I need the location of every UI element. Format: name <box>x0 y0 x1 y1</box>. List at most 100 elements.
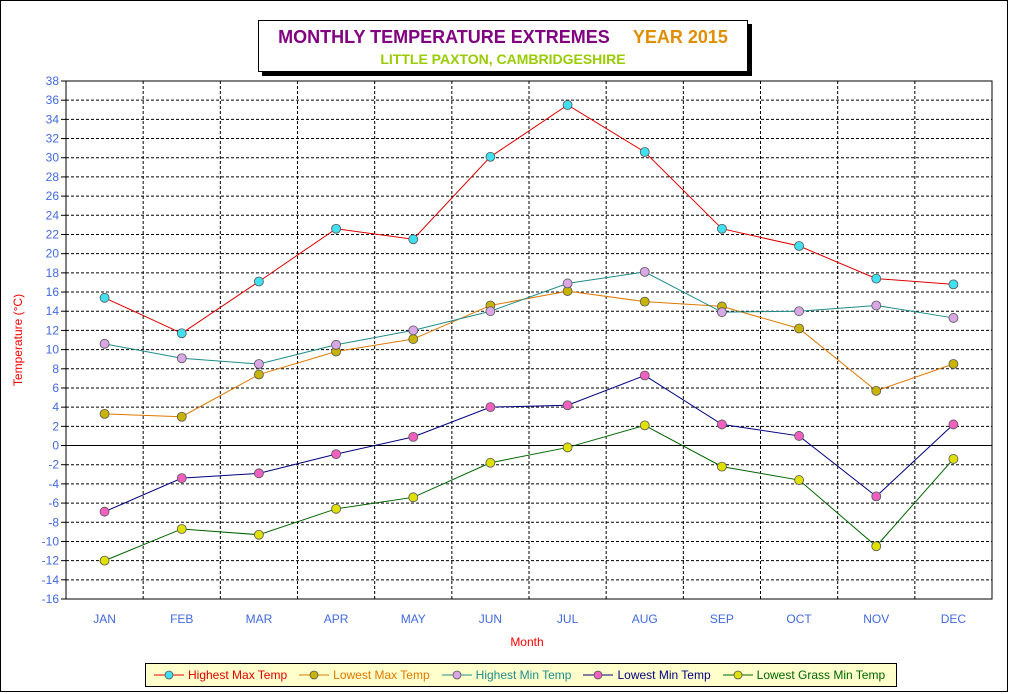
y-axis-ticks: 38363432302826242220181614121086420-2-4-… <box>42 74 66 606</box>
y-tick-label: -10 <box>42 534 60 548</box>
y-tick-label: 20 <box>46 247 60 261</box>
legend-item: Highest Min Temp <box>441 668 572 682</box>
data-point <box>871 273 882 284</box>
y-tick-label: 14 <box>46 304 60 318</box>
data-point <box>717 419 727 430</box>
data-point <box>99 506 110 517</box>
y-tick-label: -4 <box>48 477 59 491</box>
data-point <box>408 234 419 245</box>
data-point <box>485 402 496 413</box>
legend-label: Highest Min Temp <box>475 668 572 682</box>
y-tick-label: -12 <box>42 554 60 568</box>
legend-swatch <box>154 670 184 680</box>
data-point <box>871 541 882 552</box>
legend-swatch <box>583 670 614 680</box>
data-point <box>871 300 882 311</box>
data-point <box>948 454 959 464</box>
data-point <box>176 524 187 534</box>
data-point <box>99 555 110 566</box>
data-point <box>485 306 496 317</box>
x-tick-label: APR <box>324 612 349 626</box>
data-point <box>254 529 264 540</box>
y-tick-label: 2 <box>52 419 59 433</box>
x-tick-label: SEP <box>710 612 734 626</box>
series-line <box>104 424 954 562</box>
data-point <box>639 266 650 277</box>
data-point <box>948 313 959 323</box>
series-0 <box>99 100 959 339</box>
data-point <box>562 442 573 453</box>
x-axis-label: Month <box>510 635 543 649</box>
data-point <box>99 338 110 349</box>
data-point <box>794 431 804 441</box>
y-tick-label: 8 <box>52 362 59 376</box>
data-point <box>717 461 727 472</box>
series-2 <box>99 266 959 369</box>
legend-label: Lowest Grass Min Temp <box>756 668 886 682</box>
chart-subtitle: LITTLE PAXTON, CAMBRIDGESHIRE <box>380 51 626 67</box>
x-tick-label: DEC <box>941 612 967 626</box>
data-point <box>408 325 419 336</box>
data-point <box>794 475 804 485</box>
chart-title: MONTHLY TEMPERATURE EXTREMES <box>278 27 610 47</box>
legend-item: Highest Max Temp <box>154 668 287 682</box>
data-point <box>485 151 496 162</box>
y-tick-label: -2 <box>48 458 59 472</box>
y-tick-label: 22 <box>46 227 60 241</box>
data-point <box>639 370 650 381</box>
data-point <box>948 279 959 290</box>
x-tick-label: JUL <box>557 612 579 626</box>
legend-item: Lowest Grass Min Temp <box>722 668 886 682</box>
y-tick-label: -8 <box>48 515 59 529</box>
y-tick-label: -16 <box>42 592 60 606</box>
data-point <box>948 419 959 430</box>
y-tick-label: 36 <box>46 93 60 107</box>
y-tick-label: -6 <box>48 496 59 510</box>
data-point <box>639 147 650 157</box>
series-1 <box>99 286 959 422</box>
y-tick-label: 12 <box>46 323 60 337</box>
data-point <box>562 278 573 289</box>
data-point <box>176 328 187 339</box>
x-axis-ticks: JAN FEB MAR APR MAY JUN JUL AUG SEP OCT NOV DEC <box>93 612 966 626</box>
data-point <box>794 306 804 317</box>
y-tick-label: 38 <box>46 74 60 88</box>
y-tick-label: 6 <box>52 381 59 395</box>
series-lines <box>99 100 959 566</box>
data-point <box>408 334 419 344</box>
series-line <box>104 290 954 418</box>
data-point <box>254 276 264 287</box>
legend-label: Highest Max Temp <box>188 668 288 682</box>
legend-label: Lowest Min Temp <box>617 668 711 682</box>
data-point <box>254 359 264 369</box>
data-point <box>794 241 804 251</box>
series-4 <box>99 420 959 566</box>
y-tick-label: 0 <box>52 439 59 453</box>
data-point <box>408 492 419 503</box>
y-tick-label: 34 <box>46 112 60 126</box>
chart-title-box: MONTHLY TEMPERATURE EXTREMES YEAR 2015 L… <box>258 20 748 72</box>
data-point <box>408 431 419 442</box>
chart-legend: Highest Max Temp Lowest Max Temp Highest M… <box>145 663 897 687</box>
y-tick-label: 24 <box>46 208 60 222</box>
x-tick-label: JAN <box>93 612 116 626</box>
chart-title-line: MONTHLY TEMPERATURE EXTREMES YEAR 2015 <box>259 26 747 48</box>
data-point <box>717 223 727 234</box>
y-tick-label: 4 <box>52 400 59 414</box>
grid-lines <box>66 81 992 599</box>
chart-year: YEAR 2015 <box>632 27 728 47</box>
x-tick-label: OCT <box>786 612 812 626</box>
y-tick-label: 32 <box>46 132 60 146</box>
series-line <box>104 271 954 365</box>
data-point <box>639 420 650 431</box>
series-line <box>104 374 954 513</box>
data-point <box>794 323 804 334</box>
data-point <box>871 491 882 502</box>
data-point <box>176 473 187 484</box>
data-point <box>176 411 187 422</box>
data-point <box>562 100 573 110</box>
data-point <box>331 503 341 514</box>
legend-item: Lowest Min Temp <box>583 668 711 682</box>
